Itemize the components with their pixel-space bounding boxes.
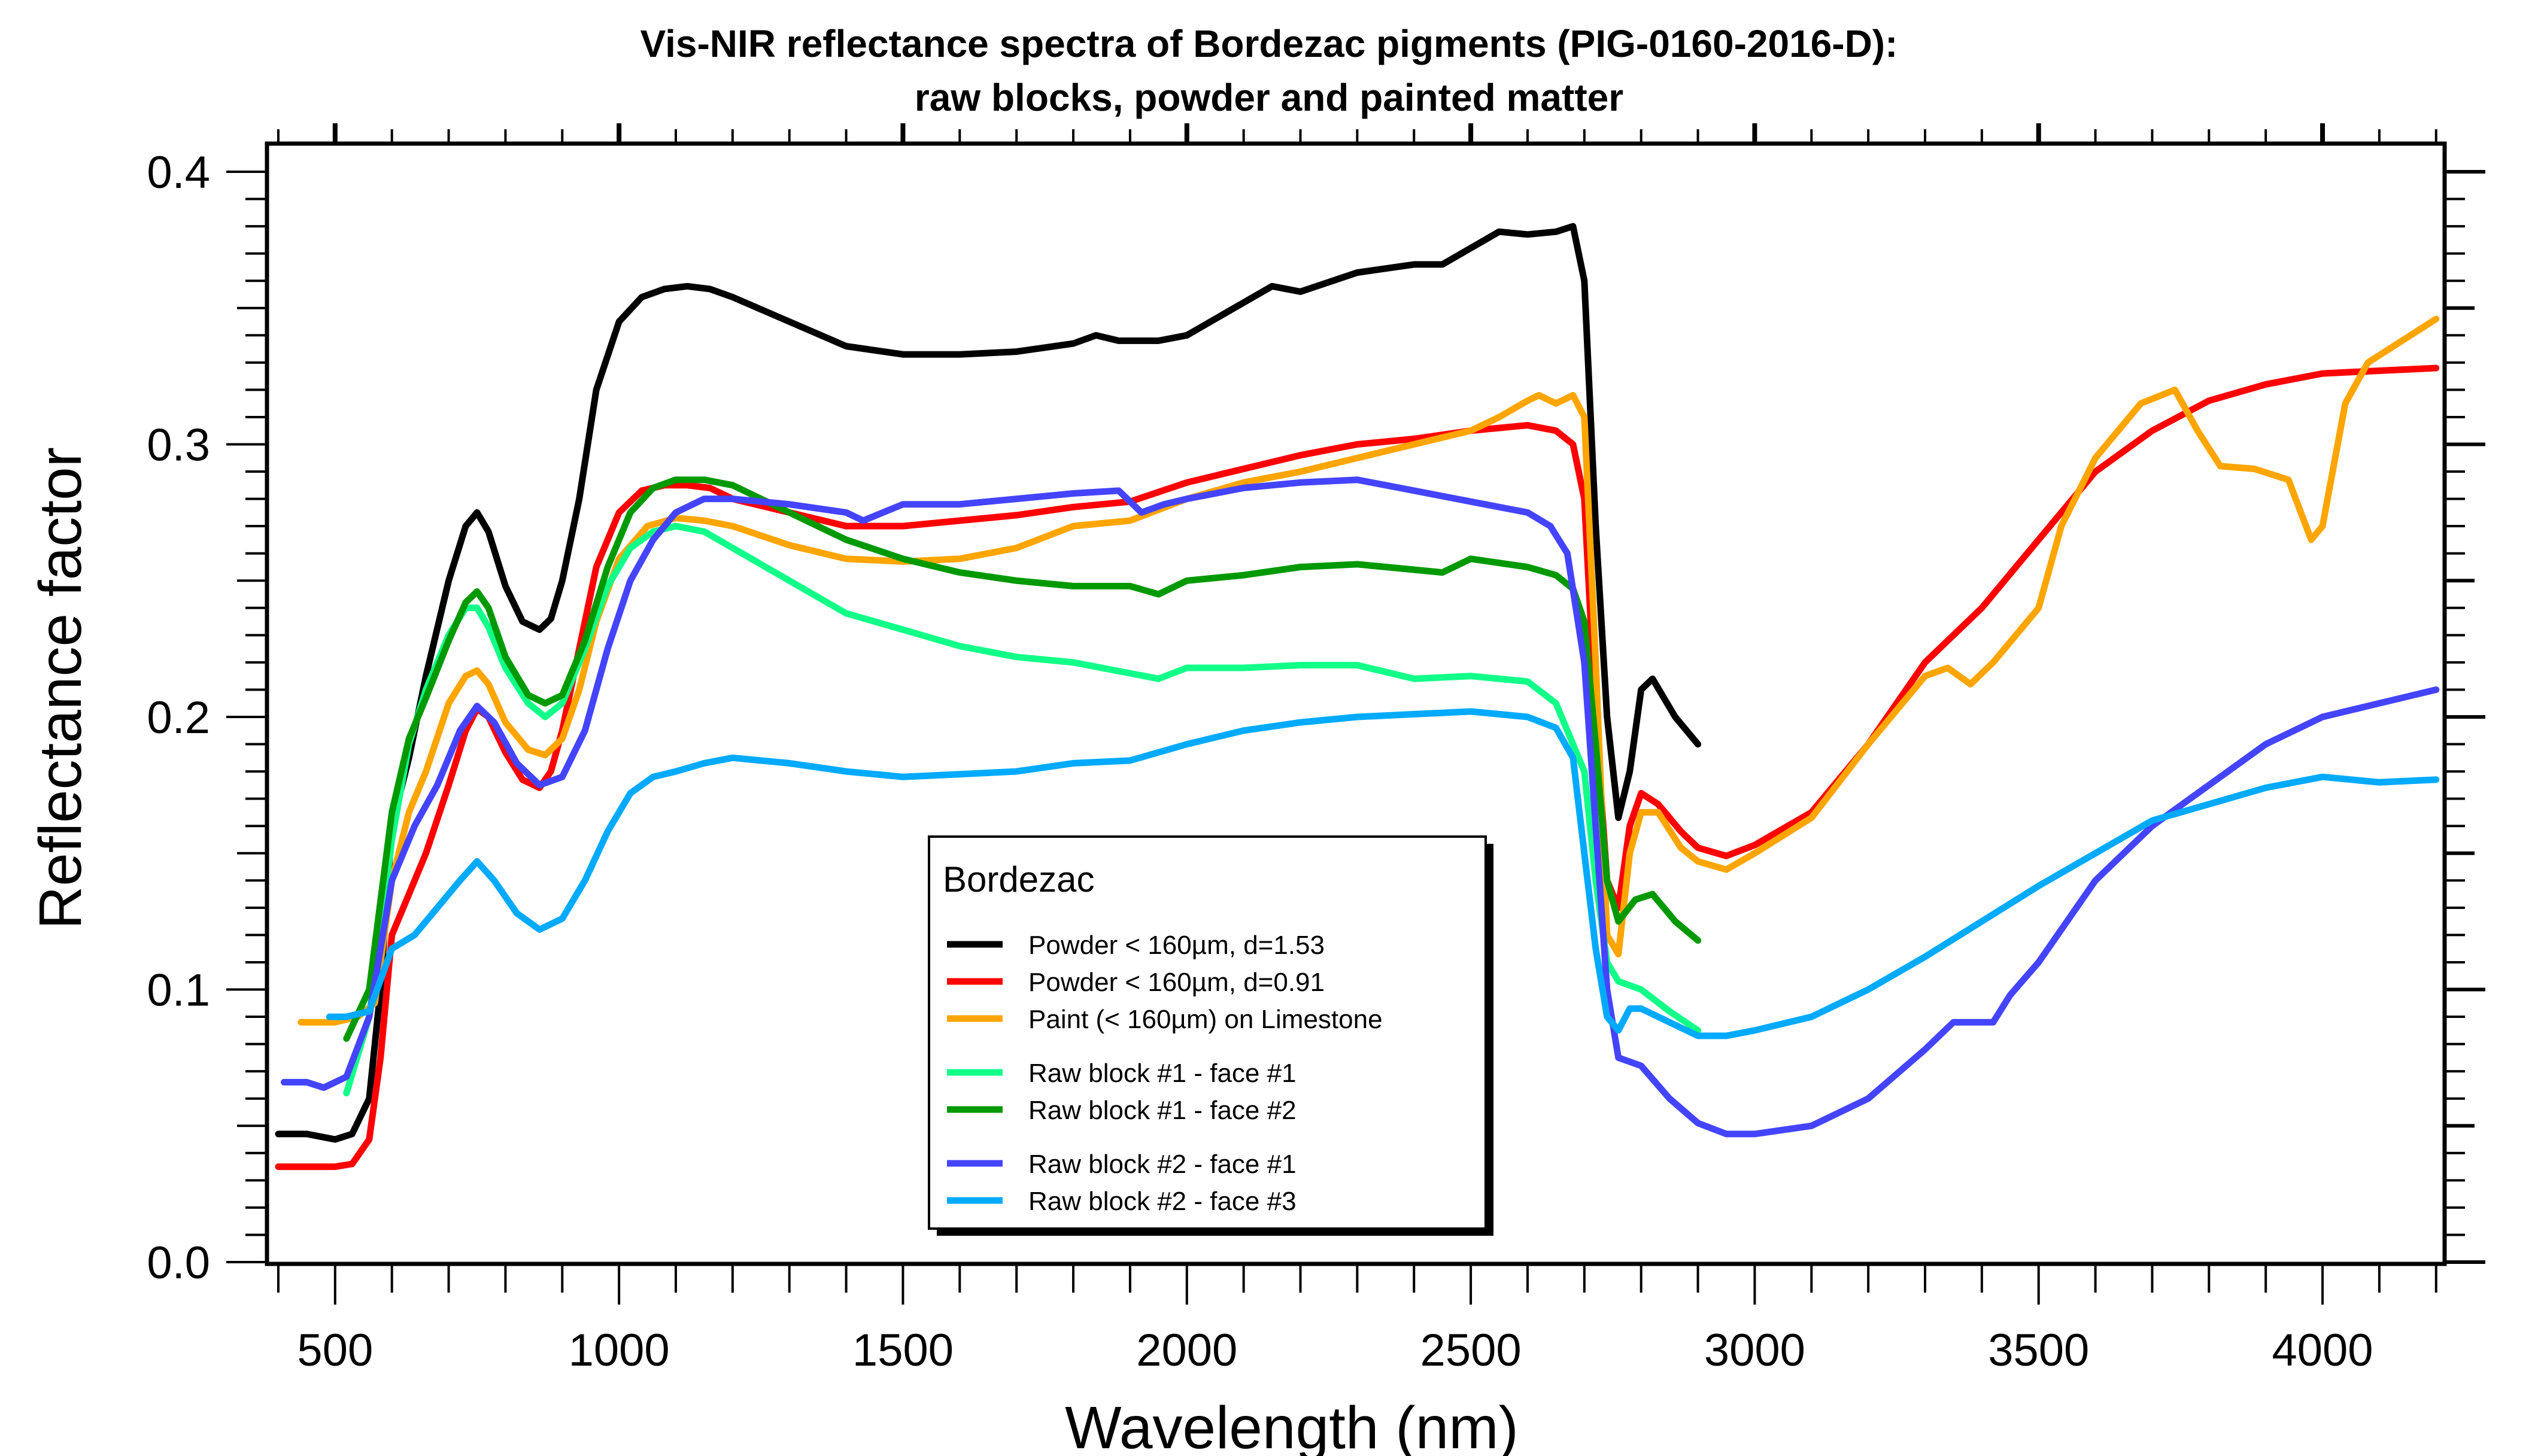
legend-label: Raw block #2 - face #1: [1028, 1150, 1297, 1179]
y-axis-label: Reflectance factor: [27, 447, 94, 929]
y-tick-label: 0.4: [147, 147, 210, 198]
x-tick-label: 500: [297, 1325, 373, 1376]
y-tick-label: 0.1: [147, 965, 210, 1016]
x-tick-label: 1000: [569, 1325, 670, 1376]
axis-tick-labels: 500 1000 1500 2000 2500 3000 3500 4000 0.0 0.1 0.2…: [147, 147, 2373, 1376]
plot-frame: [265, 141, 2447, 1266]
legend-label: Raw block #1 - face #1: [1028, 1059, 1297, 1088]
series-lines: [275, 223, 2440, 1171]
x-tick-label: 1500: [852, 1325, 954, 1376]
series-line-0: [275, 223, 1702, 1143]
legend-title: Bordezac: [943, 859, 1094, 899]
y-tick-label: 0.0: [147, 1238, 210, 1288]
x-tick-label: 2000: [1136, 1325, 1237, 1376]
axis-ticks: [226, 123, 2485, 1305]
legend-label: Raw block #1 - face #2: [1028, 1096, 1297, 1125]
x-tick-label: 2500: [1420, 1325, 1522, 1376]
legend-label: Powder < 160µm, d=0.91: [1028, 968, 1325, 997]
series-line-3: [343, 522, 1702, 1097]
chart-title: Vis-NIR reflectance spectra of Bordezac …: [640, 22, 1898, 65]
legend-box: [928, 835, 1487, 1230]
x-tick-label: 3500: [1988, 1325, 2089, 1376]
series-line-2: [297, 315, 2440, 1026]
x-tick-label: 4000: [2272, 1325, 2373, 1376]
legend-entries: Powder < 160µm, d=1.53 Powder < 160µm, d=…: [947, 931, 1383, 1216]
series-line-5: [281, 476, 2440, 1138]
legend-label: Paint (< 160µm) on Limestone: [1028, 1005, 1383, 1034]
chart-subtitle: raw blocks, powder and painted matter: [915, 76, 1623, 119]
legend-label: Powder < 160µm, d=1.53: [1028, 931, 1325, 960]
series-line-6: [326, 708, 2440, 1039]
legend-label: Raw block #2 - face #3: [1028, 1187, 1297, 1216]
x-axis-label: Wavelength (nm): [1065, 1394, 1519, 1456]
x-tick-label: 3000: [1704, 1325, 1805, 1376]
y-tick-label: 0.3: [147, 420, 210, 471]
y-tick-label: 0.2: [147, 692, 210, 743]
